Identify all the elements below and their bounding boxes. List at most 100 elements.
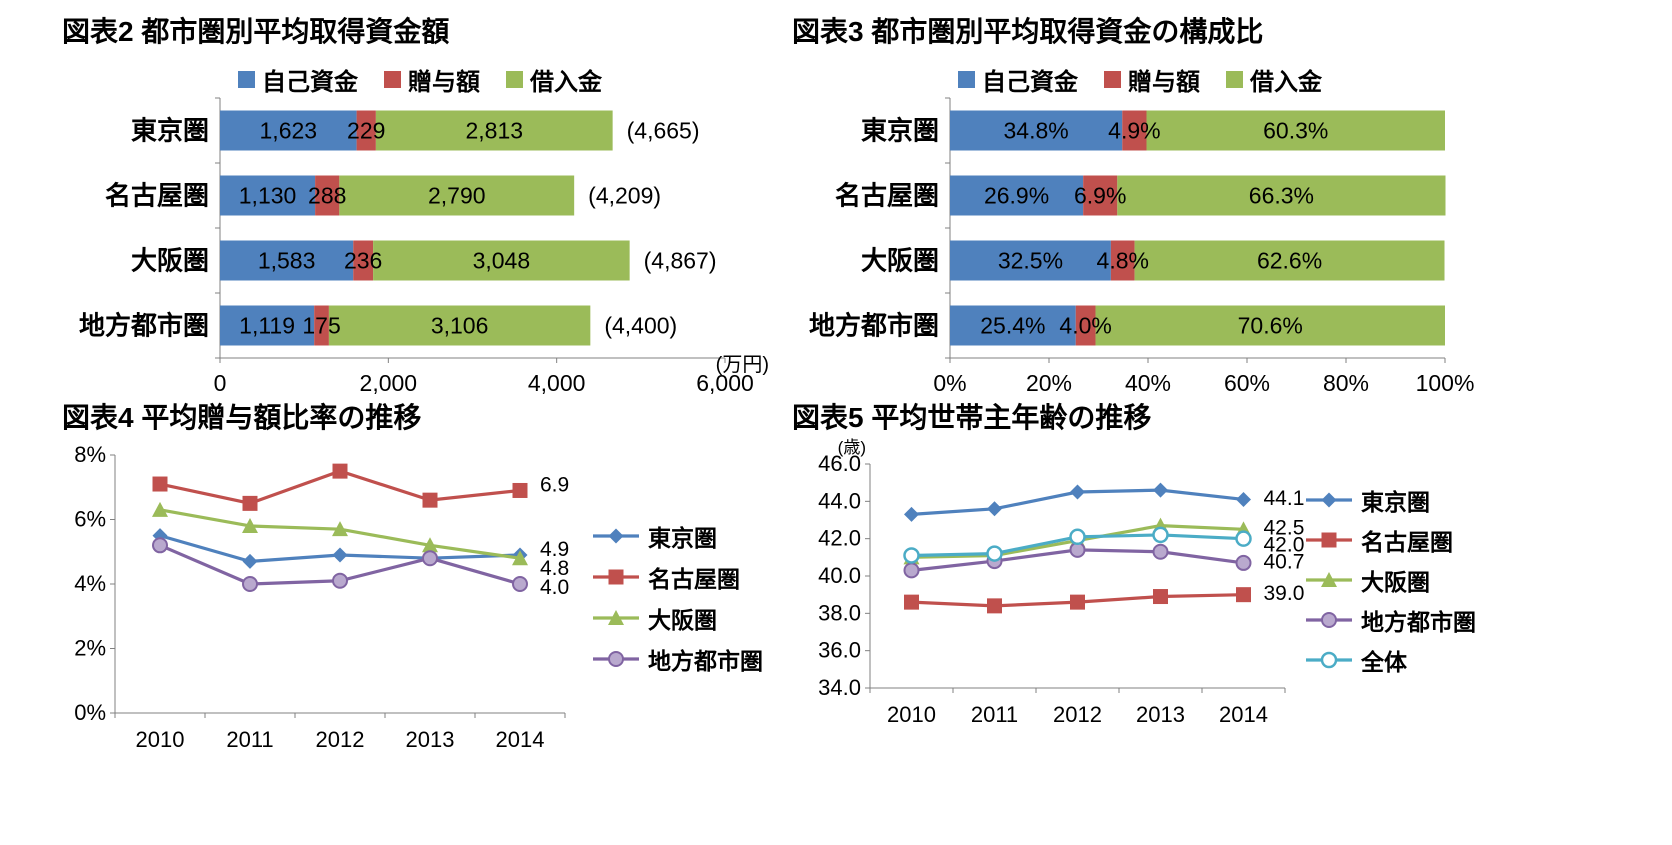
fig2-title: 図表2 都市圏別平均取得資金額 <box>62 16 450 47</box>
marker-circle-icon <box>242 576 258 592</box>
marker-square-icon <box>512 482 528 498</box>
legend-label: 贈与額 <box>408 69 480 96</box>
end-value-label: 39.0 <box>1264 582 1305 605</box>
legend-item: 自己資金 <box>958 62 1078 97</box>
bar-value-label: 1,119 <box>239 313 295 339</box>
legend-swatch-icon <box>1104 71 1121 88</box>
marker-circle-icon <box>512 576 528 592</box>
legend-label: 名古屋圏 <box>648 566 740 592</box>
x-tick-label: 2014 <box>496 727 545 752</box>
bar-value-label: 175 <box>302 313 340 339</box>
bar-value-label: 1,623 <box>260 118 318 144</box>
fig5-plot: 34.0 36.0 38.0 40.0 42.0 44.0 46.0 2010 2011 2012… <box>818 438 1305 727</box>
bar-segment <box>356 110 376 151</box>
bar-segment <box>1110 240 1135 281</box>
marker-diamond-icon <box>987 501 1002 517</box>
x-tick-label: 0 <box>214 370 227 396</box>
legend-item: 東京圏 <box>593 524 763 551</box>
bar-value-label: 4.9% <box>1108 118 1160 144</box>
x-tick-label: 40% <box>1125 370 1171 396</box>
marker-circle-icon <box>1152 543 1169 560</box>
chart-panel-fig2: 図表2 都市圏別平均取得資金額 自己資金 贈与額 借入金 東京圏 1,623 229 2,… <box>40 8 770 396</box>
bar-value-label: 2,790 <box>428 183 486 209</box>
marker-square-icon <box>332 463 348 479</box>
bar-total-label: (4,665) <box>627 118 700 144</box>
end-value-label: 42.5 <box>1264 517 1305 540</box>
bar-segment <box>1075 305 1096 346</box>
marker-open-circle-icon <box>986 545 1003 562</box>
legend-sample-icon <box>593 569 639 585</box>
bar-value-label: 4.8% <box>1097 248 1149 274</box>
bar-segment <box>375 110 613 151</box>
legend-item: 自己資金 <box>238 62 358 97</box>
x-tick-label: 80% <box>1323 370 1369 396</box>
legend-item: 贈与額 <box>1104 62 1200 97</box>
marker-circle-icon <box>903 562 920 579</box>
marker-open-circle-icon <box>903 547 920 564</box>
bar-value-label: 4.0% <box>1059 313 1111 339</box>
bar-segment <box>328 305 591 346</box>
end-value-label: 42.0 <box>1264 534 1305 557</box>
fig4-legend: 東京圏 名古屋圏 大阪圏 地方都市圏 <box>593 524 763 674</box>
marker-diamond-icon <box>1236 491 1251 507</box>
marker-triangle-icon <box>242 517 258 533</box>
category-label: 大阪圏 <box>131 246 209 276</box>
legend-label: 東京圏 <box>1361 489 1430 515</box>
y-tick-label: 34.0 <box>818 675 861 700</box>
category-label: 名古屋圏 <box>835 181 939 211</box>
bar-segment <box>315 175 340 216</box>
bar-segment <box>950 175 1084 216</box>
bar-segment <box>1146 110 1445 151</box>
legend-label: 東京圏 <box>648 525 717 551</box>
marker-square-icon <box>1321 532 1337 548</box>
marker-diamond-icon <box>332 547 348 563</box>
bar-segment <box>314 305 329 346</box>
bar-segment <box>1083 175 1118 216</box>
legend-item: 贈与額 <box>384 62 480 97</box>
marker-open-circle-icon <box>1069 528 1086 546</box>
x-tick-label: 6,000 <box>696 370 754 396</box>
legend-swatch-icon <box>1226 71 1243 88</box>
chart-panel-fig3: 図表3 都市圏別平均取得資金の構成比 自己資金 贈与額 借入金 東京圏 34.8% 4.… <box>790 8 1560 396</box>
bar-segment <box>339 175 575 216</box>
x-tick-label: 2011 <box>971 702 1018 727</box>
end-value-label: 4.9 <box>540 538 569 561</box>
legend-label: 名古屋圏 <box>1361 529 1453 555</box>
marker-square-icon <box>608 569 624 585</box>
x-tick-label: 2010 <box>136 727 185 752</box>
marker-diamond-icon <box>242 553 258 569</box>
x-tick-label: 2011 <box>226 727 273 752</box>
x-tick-label: 2,000 <box>360 370 418 396</box>
bar-total-label: (4,400) <box>604 313 677 339</box>
marker-triangle-icon <box>608 610 624 625</box>
fig3-legend: 自己資金 贈与額 借入金 <box>790 62 1490 97</box>
legend-item: 東京圏 <box>1306 488 1476 515</box>
chart-panel-fig4: 図表4 平均贈与額比率の推移 0% 2% 4% 6% 8% 2010 2011 2012 201… <box>40 395 830 813</box>
bar-segment <box>220 110 357 151</box>
bar-segment <box>220 175 316 216</box>
bar-value-label: 6.9% <box>1074 183 1126 209</box>
marker-triangle-icon <box>152 501 168 517</box>
legend-swatch-icon <box>506 71 523 88</box>
legend-sample-icon <box>1306 651 1352 669</box>
y-tick-label: 38.0 <box>818 600 861 625</box>
bar-segment <box>1095 305 1445 346</box>
y-tick-label: 8% <box>74 442 106 467</box>
legend-label: 全体 <box>1361 649 1407 675</box>
x-tick-label: 4,000 <box>528 370 586 396</box>
x-tick-label: 2012 <box>1053 702 1102 727</box>
marker-open-circle-icon <box>1320 651 1338 669</box>
y-tick-label: 40.0 <box>818 563 861 588</box>
category-label: 地方都市圏 <box>79 311 209 341</box>
bar-segment <box>950 240 1111 281</box>
legend-sample-icon <box>593 651 639 667</box>
legend-swatch-icon <box>384 71 401 88</box>
bar-segment <box>950 305 1076 346</box>
marker-triangle-icon <box>512 550 528 566</box>
bar-value-label: 34.8% <box>1004 118 1069 144</box>
fig4-plot: 0% 2% 4% 6% 8% 2010 2011 2012 2013 2014 6.9 4.94.84… <box>74 442 569 752</box>
bar-value-label: 288 <box>308 183 346 209</box>
legend-sample-icon <box>593 528 639 544</box>
bar-value-label: 26.9% <box>984 183 1049 209</box>
